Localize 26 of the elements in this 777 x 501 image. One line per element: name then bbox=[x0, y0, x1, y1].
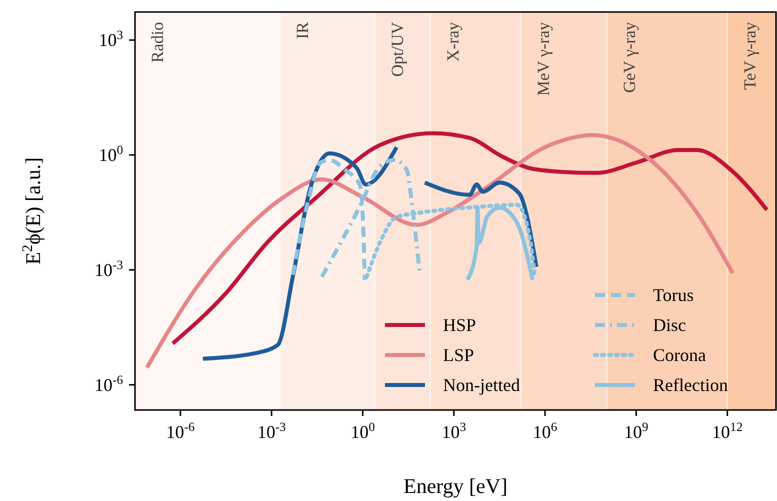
x-tick-label: 10$^{-6}$ bbox=[166, 420, 195, 442]
x-tick-label: 10$^{-3}$ bbox=[257, 420, 286, 442]
legend-label: HSP bbox=[443, 315, 476, 335]
band-label: MeV γ-ray bbox=[534, 22, 553, 96]
band-label: Radio bbox=[148, 22, 167, 63]
x-tick-label: 10$^{3}$ bbox=[442, 420, 466, 442]
x-tick-label: 10$^{6}$ bbox=[532, 420, 558, 442]
band-label: GeV γ-ray bbox=[620, 22, 640, 93]
x-tick-label: 10$^{9}$ bbox=[624, 420, 648, 442]
legend-label: LSP bbox=[443, 345, 474, 365]
x-tick-label: 10$^{12}$ bbox=[712, 420, 743, 442]
x-tick-label: 10$^{0}$ bbox=[350, 420, 375, 442]
y-tick-label: 10$^{0}$ bbox=[98, 142, 123, 165]
band-label: TeV γ-ray bbox=[740, 22, 760, 90]
y-tick-label: 10$^{-6}$ bbox=[94, 372, 123, 395]
legend-label: Reflection bbox=[653, 375, 728, 395]
legend-label: Disc bbox=[653, 315, 686, 335]
legend-label: Torus bbox=[653, 285, 694, 305]
legend-label: Corona bbox=[653, 345, 706, 365]
y-tick-label: 10$^{-3}$ bbox=[94, 258, 123, 280]
band-label: X-ray bbox=[443, 22, 462, 62]
y-tick-label: 10$^{3}$ bbox=[98, 28, 123, 50]
band-label: IR bbox=[293, 21, 312, 39]
band-label: Opt/UV bbox=[388, 21, 407, 77]
legend-label: Non-jetted bbox=[443, 375, 520, 395]
x-axis-title: Energy [eV] bbox=[404, 474, 508, 498]
